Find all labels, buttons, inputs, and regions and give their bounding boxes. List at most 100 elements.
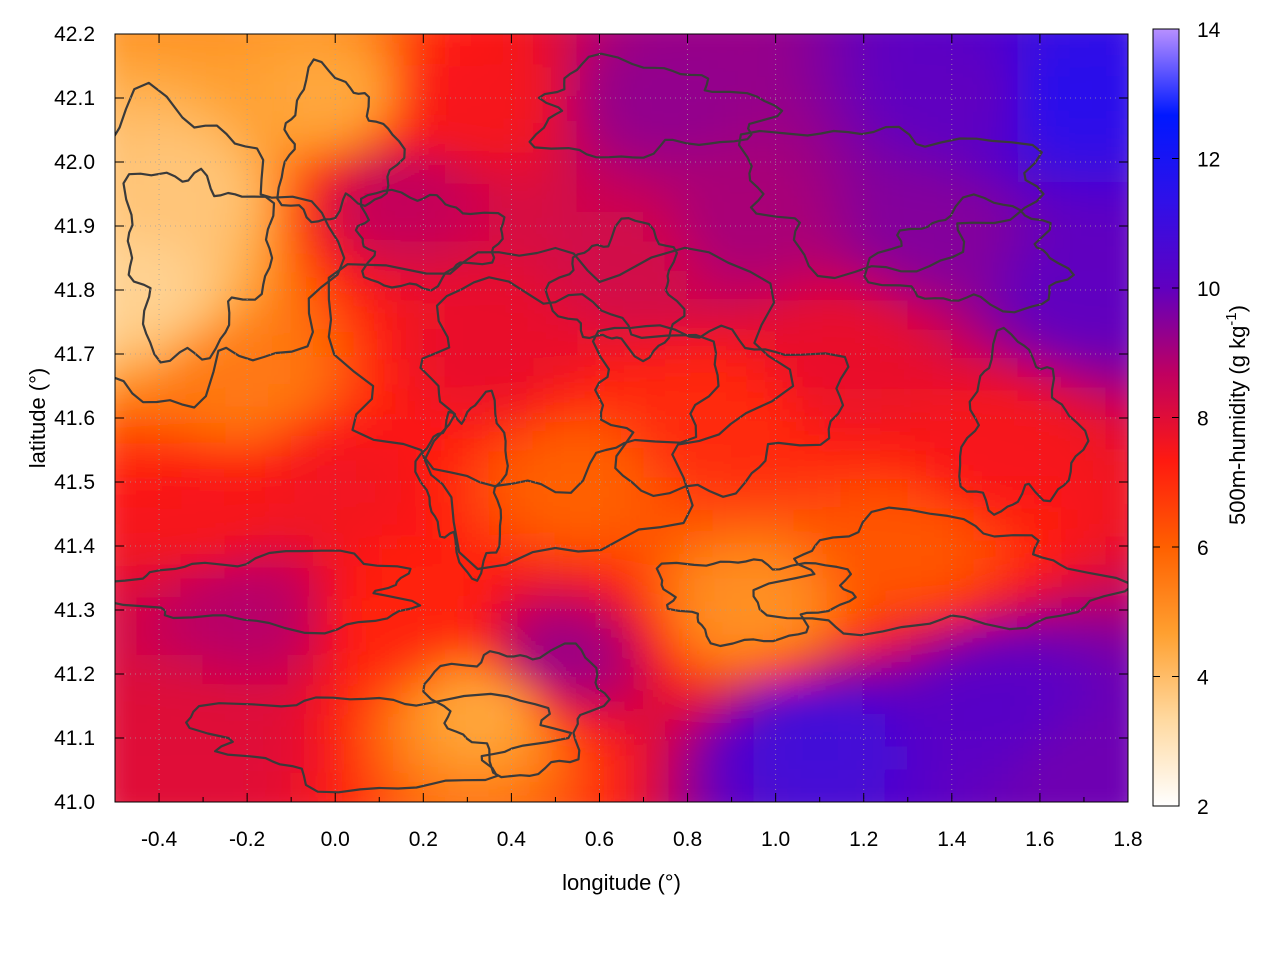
heatmap-cell	[1083, 240, 1107, 271]
heatmap-cell	[115, 299, 116, 330]
heatmap-cell	[488, 417, 512, 449]
heatmap-cell	[115, 122, 116, 153]
heatmap-cell	[444, 210, 468, 242]
heatmap-cell	[819, 683, 843, 714]
heatmap-cell	[202, 92, 226, 124]
heatmap-cell	[202, 653, 226, 685]
heatmap-cell	[356, 801, 380, 802]
contour-line	[863, 193, 1075, 314]
heatmap-cell	[554, 594, 578, 626]
heatmap-cell	[929, 417, 953, 449]
heatmap-cell	[731, 63, 755, 94]
heatmap-cell	[1039, 151, 1063, 183]
heatmap-cell	[115, 594, 138, 626]
heatmap-cell	[973, 240, 997, 271]
y-tick-label: 41.1	[54, 727, 95, 750]
heatmap-cell	[576, 269, 600, 301]
heatmap-cell	[136, 624, 160, 655]
y-axis-label: latitude (°)	[25, 368, 50, 469]
heatmap-cell	[841, 34, 865, 35]
heatmap-cell	[1105, 506, 1128, 537]
heatmap-cell	[1105, 34, 1128, 35]
heatmap-cell	[400, 181, 424, 212]
heatmap-cell	[158, 535, 182, 567]
heatmap-cell	[687, 624, 711, 655]
colorbar-label: 500m-humidity (g kg-1)	[1223, 305, 1250, 525]
heatmap-cell	[334, 565, 358, 596]
heatmap-cell	[731, 801, 755, 802]
heatmap-cell	[687, 565, 711, 596]
heatmap-cell	[863, 594, 887, 626]
heatmap-cell	[136, 34, 160, 35]
heatmap-cell	[841, 122, 865, 153]
heatmap-cell	[290, 328, 314, 360]
heatmap-cell	[576, 742, 600, 773]
heatmap-cell	[115, 594, 116, 626]
heatmap-cell	[356, 328, 380, 360]
heatmap-cell	[1061, 63, 1085, 94]
heatmap-cell	[202, 151, 226, 183]
heatmap-cell	[863, 63, 887, 94]
heatmap-cell	[1061, 771, 1085, 802]
heatmap-cell	[885, 653, 909, 685]
heatmap-cell	[1083, 683, 1107, 714]
heatmap-cell	[1061, 34, 1085, 35]
heatmap-cell	[709, 653, 733, 685]
heatmap-cell	[576, 565, 600, 596]
heatmap-cell	[136, 92, 160, 124]
heatmap-cell	[378, 387, 402, 419]
heatmap-cell	[731, 240, 755, 271]
heatmap-cell	[753, 358, 777, 389]
heatmap-cell	[312, 712, 336, 744]
heatmap-cell	[115, 299, 138, 330]
heatmap-cell	[797, 683, 821, 714]
heatmap-cell	[268, 712, 292, 744]
heatmap-cell	[1105, 535, 1128, 567]
heatmap-cell	[731, 771, 755, 802]
heatmap-cell	[1083, 63, 1107, 94]
heatmap-cell	[158, 387, 182, 419]
heatmap-cell	[907, 34, 931, 65]
heatmap-cell	[422, 122, 446, 153]
heatmap-cell	[554, 151, 578, 183]
heatmap-cell	[665, 535, 689, 567]
heatmap-cell	[576, 299, 600, 330]
heatmap-cell	[951, 653, 975, 685]
heatmap-cell	[973, 801, 997, 802]
heatmap-cell	[973, 653, 997, 685]
heatmap-cell	[1061, 151, 1085, 183]
heatmap-cell	[180, 240, 204, 271]
heatmap-cell	[1127, 92, 1128, 124]
heatmap-cell	[334, 417, 358, 449]
heatmap-cell	[973, 712, 997, 744]
heatmap-cell	[554, 358, 578, 389]
heatmap-cell	[290, 387, 314, 419]
heatmap-cell	[202, 535, 226, 567]
heatmap-cell	[510, 594, 534, 626]
heatmap-cell	[929, 299, 953, 330]
heatmap-cell	[1083, 653, 1107, 685]
contour-line	[958, 326, 1090, 516]
heatmap-cell	[115, 447, 116, 478]
heatmap-cell	[753, 506, 777, 537]
heatmap-cell	[995, 712, 1019, 744]
heatmap-cell	[929, 476, 953, 508]
heatmap-cell	[334, 624, 358, 655]
heatmap-cell	[136, 683, 160, 714]
heatmap-cell	[554, 299, 578, 330]
heatmap-cell	[378, 92, 402, 124]
heatmap-cell	[951, 771, 975, 802]
heatmap-cell	[709, 535, 733, 567]
heatmap-cell	[995, 771, 1019, 802]
heatmap-cell	[643, 683, 667, 714]
heatmap-cell	[554, 447, 578, 478]
heatmap-cell	[180, 653, 204, 685]
heatmap-cell	[841, 565, 865, 596]
heatmap-cell	[246, 34, 270, 35]
heatmap-cell	[598, 535, 622, 567]
heatmap-cell	[1105, 417, 1128, 449]
heatmap-cell	[290, 712, 314, 744]
heatmap-cell	[1127, 594, 1128, 626]
heatmap-cell	[1083, 181, 1107, 212]
heatmap-cell	[709, 34, 733, 65]
